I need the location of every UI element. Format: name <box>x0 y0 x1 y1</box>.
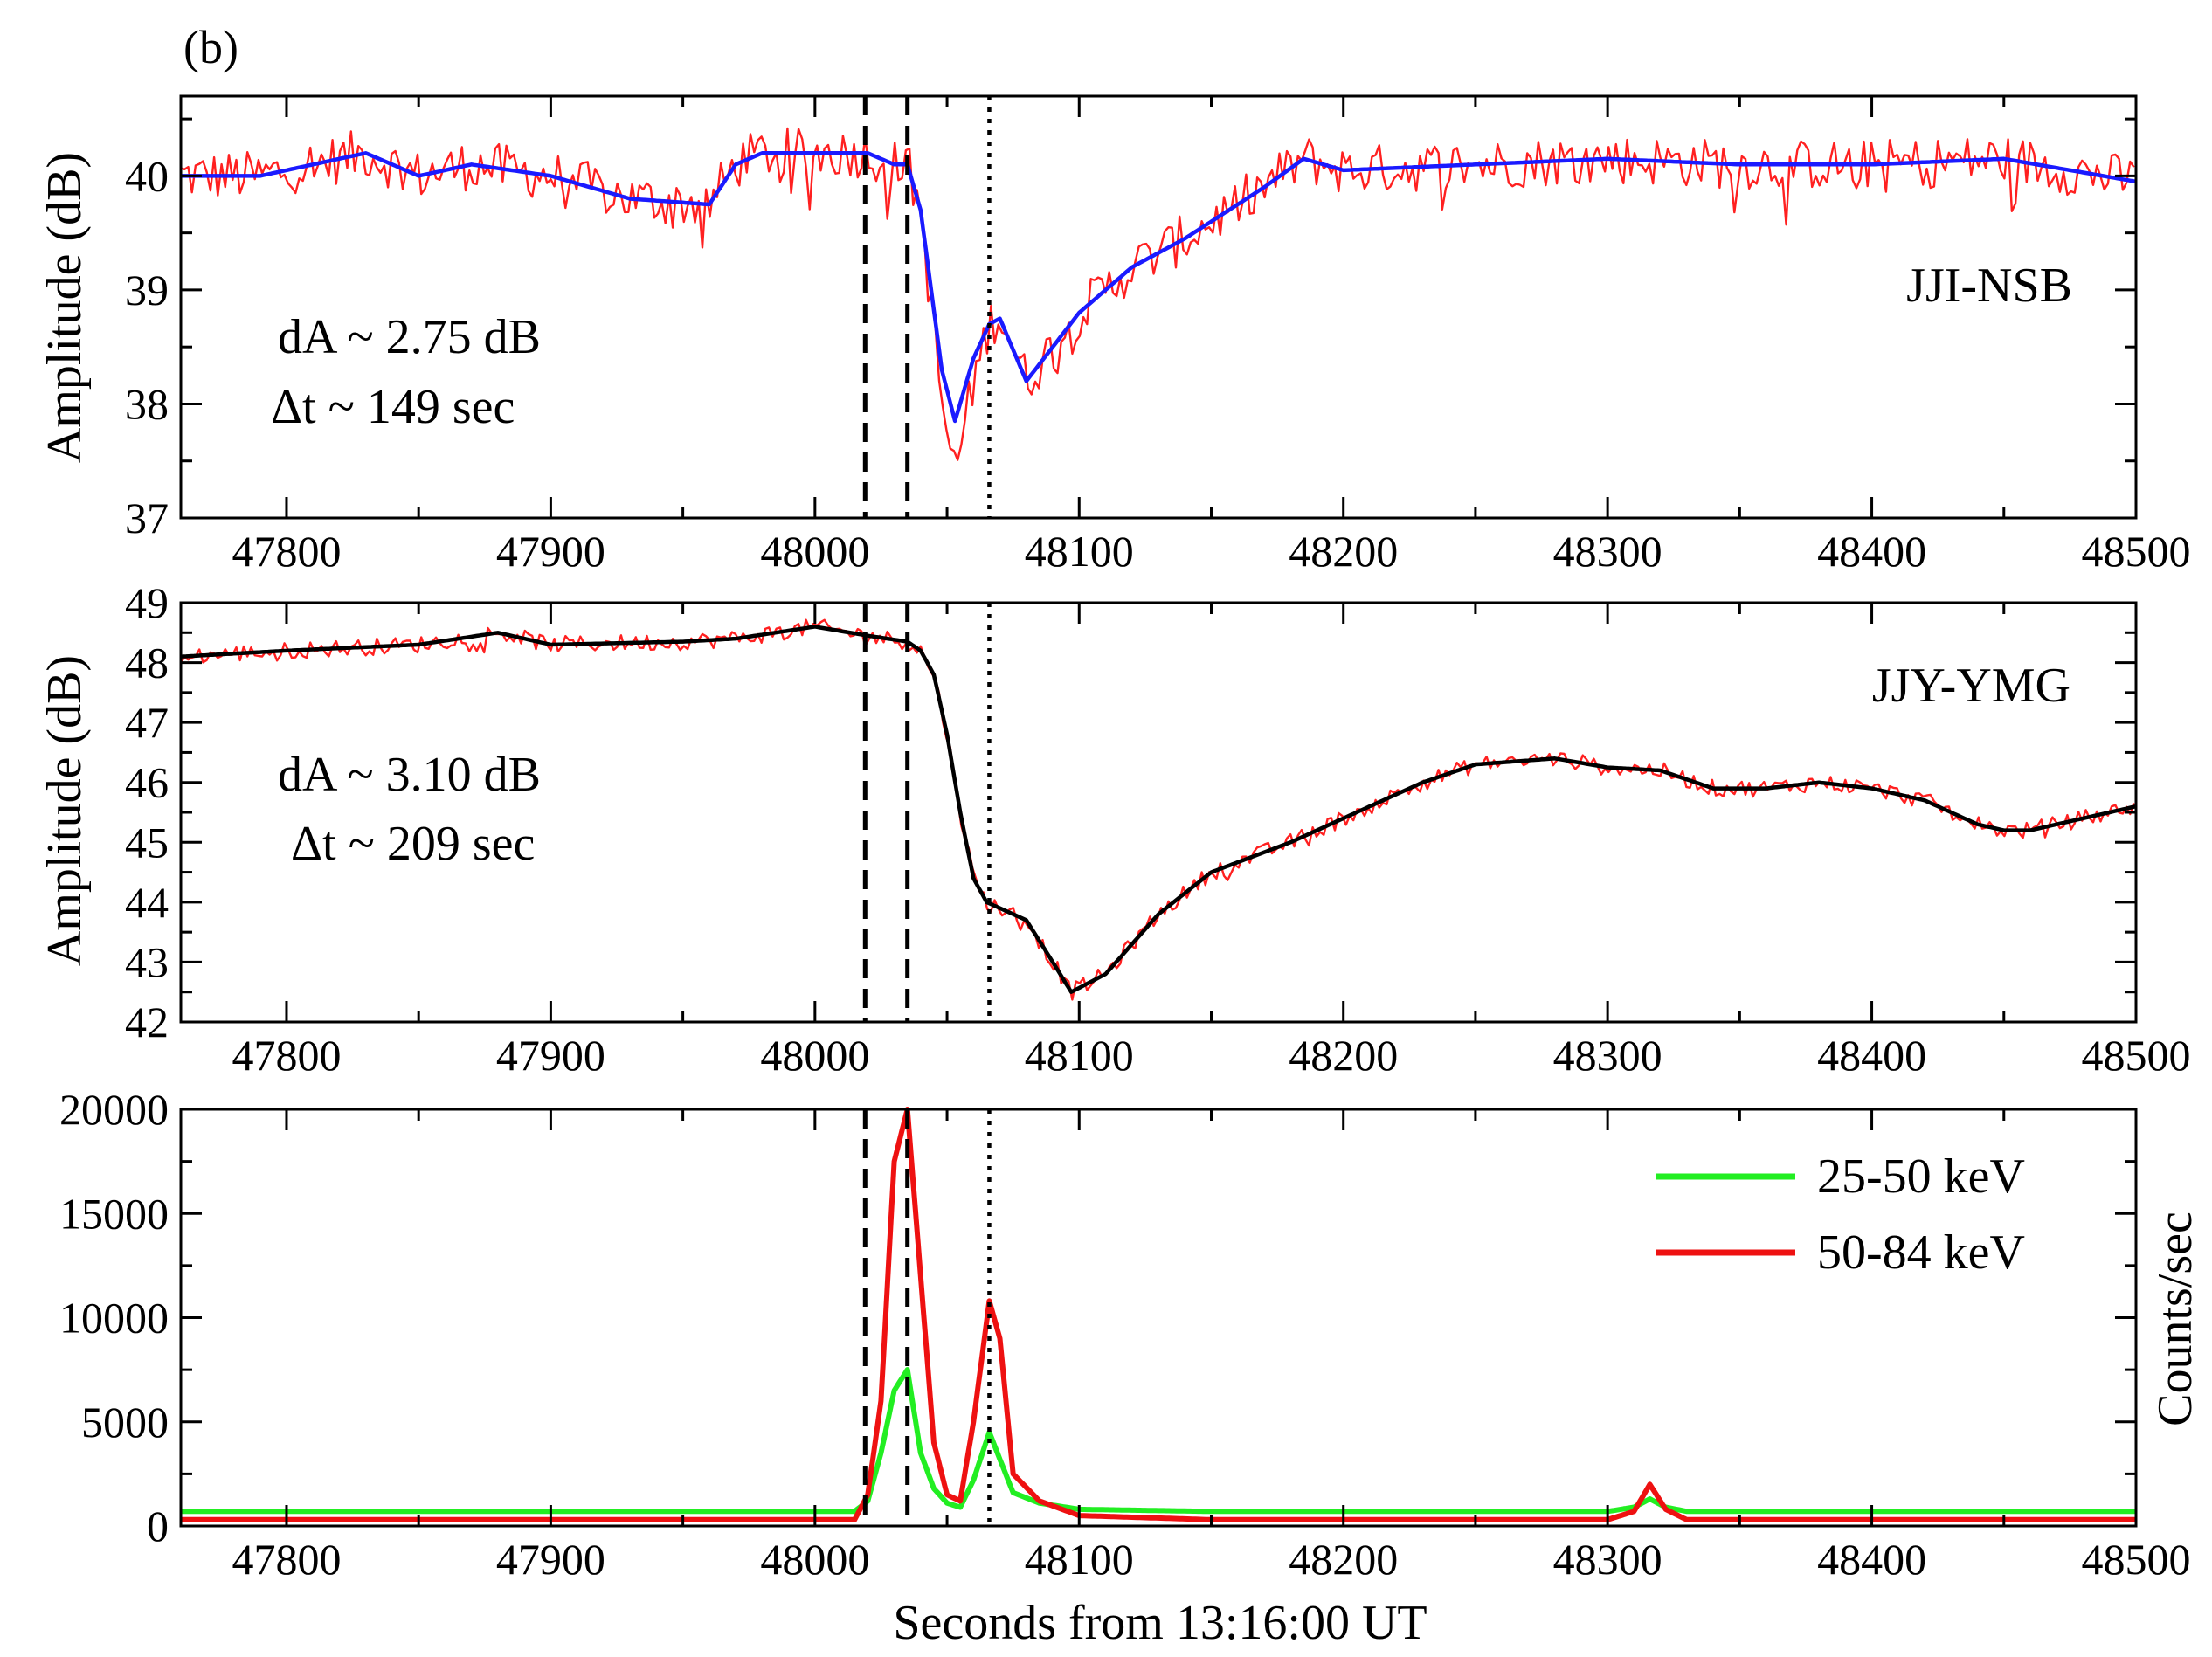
x-tick-label-xray: 48400 <box>1817 1535 1926 1584</box>
annotation-dt-jji-nsb: Δt ~ 149 sec <box>271 380 515 434</box>
y-tick-label-xray: 5000 <box>81 1398 169 1446</box>
legend: 25-50 keV 50-84 keV <box>1656 1150 2025 1280</box>
y-axis-label-counts: Counts/sec <box>2148 1212 2202 1426</box>
plot-area-jjy-ymg: 47800 47900 48000 48100 48200 48300 48400 48500… <box>125 578 2191 1080</box>
y-tick-label-jji-nsb: 38 <box>125 379 169 428</box>
annotation-da-jji-nsb: dA ~ 2.75 dB <box>278 310 541 364</box>
x-tick-label-jjy-ymg: 48200 <box>1289 1031 1398 1080</box>
plot-area-xray-counts: 47800 47900 48000 48100 48200 48300 48400 48500… <box>59 1085 2191 1584</box>
plot-frame-jji-nsb <box>179 94 2138 520</box>
x-tick-label-jjy-ymg: 47900 <box>496 1031 605 1080</box>
x-tick-label-jjy-ymg: 48300 <box>1553 1031 1662 1080</box>
x-tick-label-xray: 48500 <box>2082 1535 2191 1584</box>
series-line-raw-jjy-ymg <box>180 618 2135 1001</box>
series-line-smoothed-jjy-ymg <box>180 625 2137 994</box>
x-tick-label-jji-nsb: 48300 <box>1553 527 1662 576</box>
x-tick-label-xray: 48100 <box>1025 1535 1134 1584</box>
x-tick-label-jjy-ymg: 47800 <box>232 1031 341 1080</box>
y-tick-label-jjy-ymg: 47 <box>125 698 169 747</box>
x-tick-label-jji-nsb: 48000 <box>760 527 869 576</box>
x-tick-label-xray: 48000 <box>760 1535 869 1584</box>
y-tick-label-jjy-ymg: 46 <box>125 758 169 807</box>
series-line-smoothed-jji-nsb <box>181 151 2137 424</box>
x-axis-label: Seconds from 13:16:00 UT <box>893 1596 1427 1650</box>
x-tick-label-xray: 47800 <box>232 1535 341 1584</box>
x-tick-label-jji-nsb: 48200 <box>1289 527 1398 576</box>
x-tick-label-jjy-ymg: 48400 <box>1817 1031 1926 1080</box>
y-axis-label-jjy-ymg: Amplitude (dB) <box>38 655 92 966</box>
station-label-jjy-ymg: JJY-YMG <box>1872 659 2070 713</box>
panel-jjy-ymg: 47800 47900 48000 48100 48200 48300 48400 48500… <box>38 578 2191 1080</box>
y-tick-label-jji-nsb: 40 <box>125 151 169 200</box>
x-tick-label-xray: 48200 <box>1289 1535 1398 1584</box>
x-tick-label-jjy-ymg: 48500 <box>2082 1031 2191 1080</box>
x-tick-label-xray: 47900 <box>496 1535 605 1584</box>
plot-frame-jjy-ymg <box>179 601 2138 1024</box>
annotation-da-jjy-ymg: dA ~ 3.10 dB <box>278 748 541 802</box>
y-tick-label-xray: 0 <box>147 1502 169 1550</box>
x-tick-label-jjy-ymg: 48100 <box>1025 1031 1134 1080</box>
x-tick-label-jji-nsb: 47800 <box>232 527 341 576</box>
annotation-dt-jjy-ymg: Δt ~ 209 sec <box>291 817 535 871</box>
y-tick-label-xray: 10000 <box>59 1294 169 1343</box>
x-tick-label-jji-nsb: 48500 <box>2082 527 2191 576</box>
y-axis-label-jji-nsb: Amplitude (dB) <box>38 152 92 463</box>
y-tick-label-xray: 15000 <box>59 1189 169 1238</box>
y-tick-label-jjy-ymg: 49 <box>125 578 169 627</box>
series-line-raw-jji-nsb <box>180 127 2135 461</box>
y-tick-label-jjy-ymg: 44 <box>125 878 169 927</box>
x-tick-label-jjy-ymg: 48000 <box>760 1031 869 1080</box>
panel-jji-nsb: 47800 47900 48000 48100 48200 48300 48400 48500… <box>38 94 2191 576</box>
y-tick-label-jji-nsb: 37 <box>125 494 169 542</box>
figure-label: (b) <box>183 21 238 73</box>
legend-label-25-50: 25-50 keV <box>1817 1150 2025 1204</box>
y-tick-label-jjy-ymg: 42 <box>125 998 169 1046</box>
y-tick-label-jjy-ymg: 48 <box>125 639 169 687</box>
y-tick-label-xray: 20000 <box>59 1085 169 1134</box>
y-tick-label-jjy-ymg: 45 <box>125 818 169 866</box>
x-tick-label-jji-nsb: 48100 <box>1025 527 1134 576</box>
plot-area-jji-nsb: 47800 47900 48000 48100 48200 48300 48400 48500… <box>125 94 2191 576</box>
panel-xray-counts: 47800 47900 48000 48100 48200 48300 48400 48500… <box>59 1085 2202 1584</box>
x-tick-label-jji-nsb: 47900 <box>496 527 605 576</box>
x-tick-label-xray: 48300 <box>1553 1535 1662 1584</box>
series-line-50-84-keV-xray <box>181 1107 2136 1522</box>
station-label-jji-nsb: JJI-NSB <box>1906 259 2072 313</box>
legend-label-50-84: 50-84 keV <box>1817 1225 2025 1280</box>
series-line-25-50-keV-xray <box>181 1367 2136 1515</box>
x-tick-label-jji-nsb: 48400 <box>1817 527 1926 576</box>
y-tick-label-jjy-ymg: 43 <box>125 937 169 986</box>
y-tick-label-jji-nsb: 39 <box>125 266 169 314</box>
